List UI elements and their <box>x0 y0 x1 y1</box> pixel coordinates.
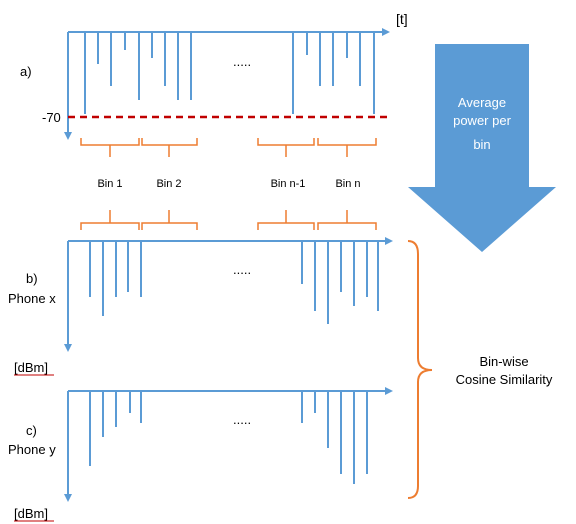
bin-bracket <box>317 138 377 157</box>
panel-b: b) Phone x ..... [dBm] <box>8 237 393 376</box>
bin-brackets-bottom <box>80 210 377 230</box>
threshold-label: -70 <box>42 110 61 125</box>
down-arrow-icon <box>408 44 556 252</box>
arrow-label-line1: Average <box>458 95 506 110</box>
similarity-label-line2: Cosine Similarity <box>456 372 553 387</box>
bin-bracket <box>141 138 198 157</box>
bin-label: Bin 2 <box>156 178 181 190</box>
time-unit-label: [t] <box>396 11 408 27</box>
arrow-label-line2: power per <box>453 113 511 128</box>
arrow-label-line3: bin <box>473 137 490 152</box>
panel-b-label: b) <box>26 271 38 286</box>
phone-x-label: Phone x <box>8 291 56 306</box>
panel-a-label: a) <box>20 64 32 79</box>
bin-bracket <box>257 210 315 230</box>
bin-labels: Bin 1 Bin 2 Bin n-1 Bin n <box>97 178 360 190</box>
bin-bracket <box>141 210 198 230</box>
similarity-label-line1: Bin-wise <box>479 354 528 369</box>
panel-b-signal-spikes <box>89 241 379 324</box>
panel-a: [t] a) -70 ..... <box>20 11 408 140</box>
bin-bracket <box>257 138 315 157</box>
bin-bracket <box>317 210 377 230</box>
panel-a-signal-spikes <box>84 32 375 114</box>
panel-a-ellipsis: ..... <box>233 54 251 69</box>
panel-c-dbm-label: [dBm] <box>14 506 48 521</box>
panel-c-signal-spikes <box>89 391 368 484</box>
bin-bracket <box>80 138 140 157</box>
bin-bracket <box>80 210 140 230</box>
panel-c-ellipsis: ..... <box>233 412 251 427</box>
panel-c-label: c) <box>26 423 37 438</box>
average-power-arrow: Average power per bin <box>408 44 556 252</box>
panel-c: c) Phone y ..... [dBm] <box>8 387 393 522</box>
panel-b-dbm-label: [dBm] <box>14 360 48 375</box>
similarity-brace <box>407 240 433 499</box>
bin-label: Bin 1 <box>97 178 122 190</box>
bin-label: Bin n-1 <box>271 178 306 190</box>
bin-label: Bin n <box>335 178 360 190</box>
panel-b-ellipsis: ..... <box>233 262 251 277</box>
bin-brackets-top <box>80 138 377 157</box>
phone-y-label: Phone y <box>8 442 56 457</box>
